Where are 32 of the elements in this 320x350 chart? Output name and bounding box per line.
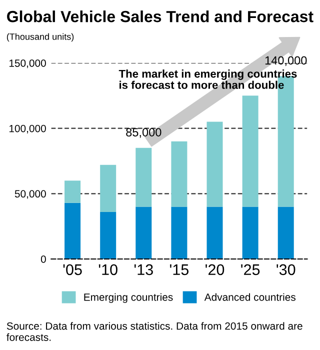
y-tick-label: 50,000: [14, 190, 46, 199]
x-tick-label: '25: [241, 264, 260, 276]
x-tick-label: '10: [98, 264, 118, 276]
annotation: The market in emerging countries is forecast to more than double: [118, 70, 297, 89]
bar: [242, 96, 258, 207]
y-tick-label: 100,000: [9, 124, 46, 134]
bar: [136, 206, 152, 259]
y-tick-label: 150,000: [9, 60, 46, 68]
x-tick-label: '30: [276, 264, 296, 276]
bar: [278, 206, 294, 259]
y-tick-label: 0: [40, 256, 46, 263]
bar: [206, 206, 223, 259]
legend-label: Advanced countries: [204, 293, 296, 301]
bar: [206, 122, 223, 207]
bar: [242, 206, 258, 259]
bar: [136, 148, 152, 207]
total-label: 85,000: [126, 128, 162, 138]
chart-title: Global Vehicle Sales Trend and Forecast: [7, 10, 314, 22]
legend-label: Emerging countries: [84, 293, 173, 303]
bar: [64, 202, 81, 259]
x-tick-label: '20: [206, 264, 224, 276]
x-tick-label: '15: [170, 264, 189, 276]
x-tick-label: '13: [134, 264, 153, 276]
total-label: 140,000: [265, 56, 307, 66]
bar: [64, 180, 81, 203]
bar: [100, 212, 116, 259]
bar: [171, 141, 188, 207]
bar: [100, 164, 116, 212]
source-note: Source: Data from various statistics. Data from 2015 onward are forecasts.: [6, 322, 302, 341]
chart-subtitle: (Thousand units): [6, 33, 74, 42]
bar: [171, 206, 188, 259]
x-tick-label: '05: [63, 264, 82, 276]
